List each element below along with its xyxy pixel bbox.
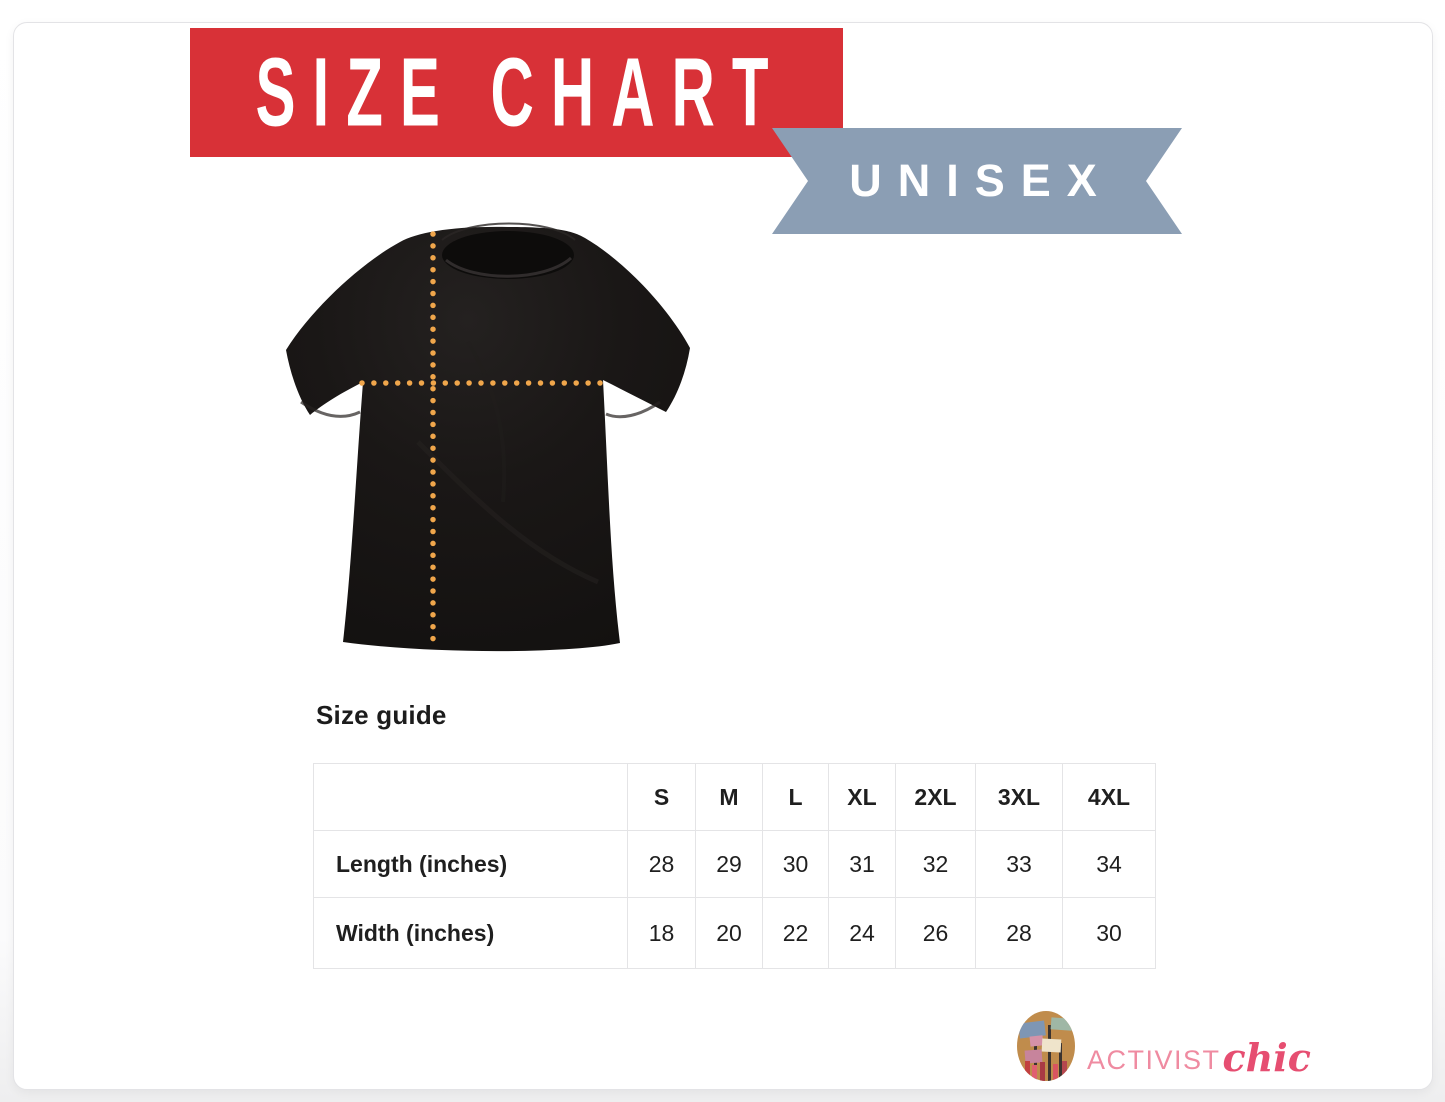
sleeve-cuff-seam-left — [300, 400, 361, 418]
title-banner: SIZE CHART — [190, 28, 843, 157]
width-value-cell: 26 — [895, 897, 976, 969]
tshirt-silhouette — [286, 226, 690, 652]
size-column-header: S — [627, 763, 696, 831]
protest-signs-icon — [1017, 1011, 1075, 1081]
brand-wordmark: ACTIVIST chic — [1087, 1033, 1311, 1080]
length-row: Length (inches) 28 29 30 31 32 33 34 — [313, 830, 1156, 898]
length-value-cell: 31 — [828, 830, 896, 898]
width-value-cell: 20 — [695, 897, 763, 969]
page-title: SIZE CHART — [255, 38, 786, 147]
empty-corner-cell — [313, 763, 628, 831]
tshirt-measurement-figure — [268, 222, 693, 667]
row-label-width: Width (inches) — [313, 897, 628, 969]
width-value-cell: 24 — [828, 897, 896, 969]
unisex-ribbon: UNISEX — [772, 128, 1182, 234]
sleeve-cuff-seam-right — [605, 400, 661, 419]
brand-logo: ACTIVIST chic — [1015, 1008, 1311, 1084]
brand-name-secondary: chic — [1222, 1034, 1311, 1080]
width-row: Width (inches) 18 20 22 24 26 28 30 — [313, 897, 1156, 969]
size-guide-heading: Size guide — [316, 700, 447, 730]
length-value-cell: 32 — [895, 830, 976, 898]
width-value-cell: 28 — [975, 897, 1063, 969]
length-value-cell: 28 — [627, 830, 696, 898]
width-value-cell: 18 — [627, 897, 696, 969]
length-value-cell: 33 — [975, 830, 1063, 898]
tshirt-image — [286, 222, 690, 653]
wrinkle-line — [466, 340, 507, 503]
collar-shadow — [442, 231, 574, 279]
length-value-cell: 34 — [1062, 830, 1156, 898]
size-column-header: 2XL — [895, 763, 976, 831]
size-column-header: 4XL — [1062, 763, 1156, 831]
row-label-length: Length (inches) — [313, 830, 628, 898]
brand-name-primary: ACTIVIST — [1087, 1044, 1221, 1075]
collar-outer-seam — [441, 222, 576, 241]
width-value-cell: 22 — [762, 897, 829, 969]
size-table: S M L XL 2XL 3XL 4XL Length (inches) 28 … — [313, 763, 1156, 969]
wrinkle-line — [416, 440, 599, 585]
size-column-header: L — [762, 763, 829, 831]
collar-ring — [445, 256, 572, 278]
size-column-header: M — [695, 763, 763, 831]
size-column-header: XL — [828, 763, 896, 831]
size-table-header-row: S M L XL 2XL 3XL 4XL — [313, 763, 1156, 831]
length-value-cell: 30 — [762, 830, 829, 898]
size-column-header: 3XL — [975, 763, 1063, 831]
width-value-cell: 30 — [1062, 897, 1156, 969]
ribbon-label: UNISEX — [849, 155, 1113, 206]
length-value-cell: 29 — [695, 830, 763, 898]
